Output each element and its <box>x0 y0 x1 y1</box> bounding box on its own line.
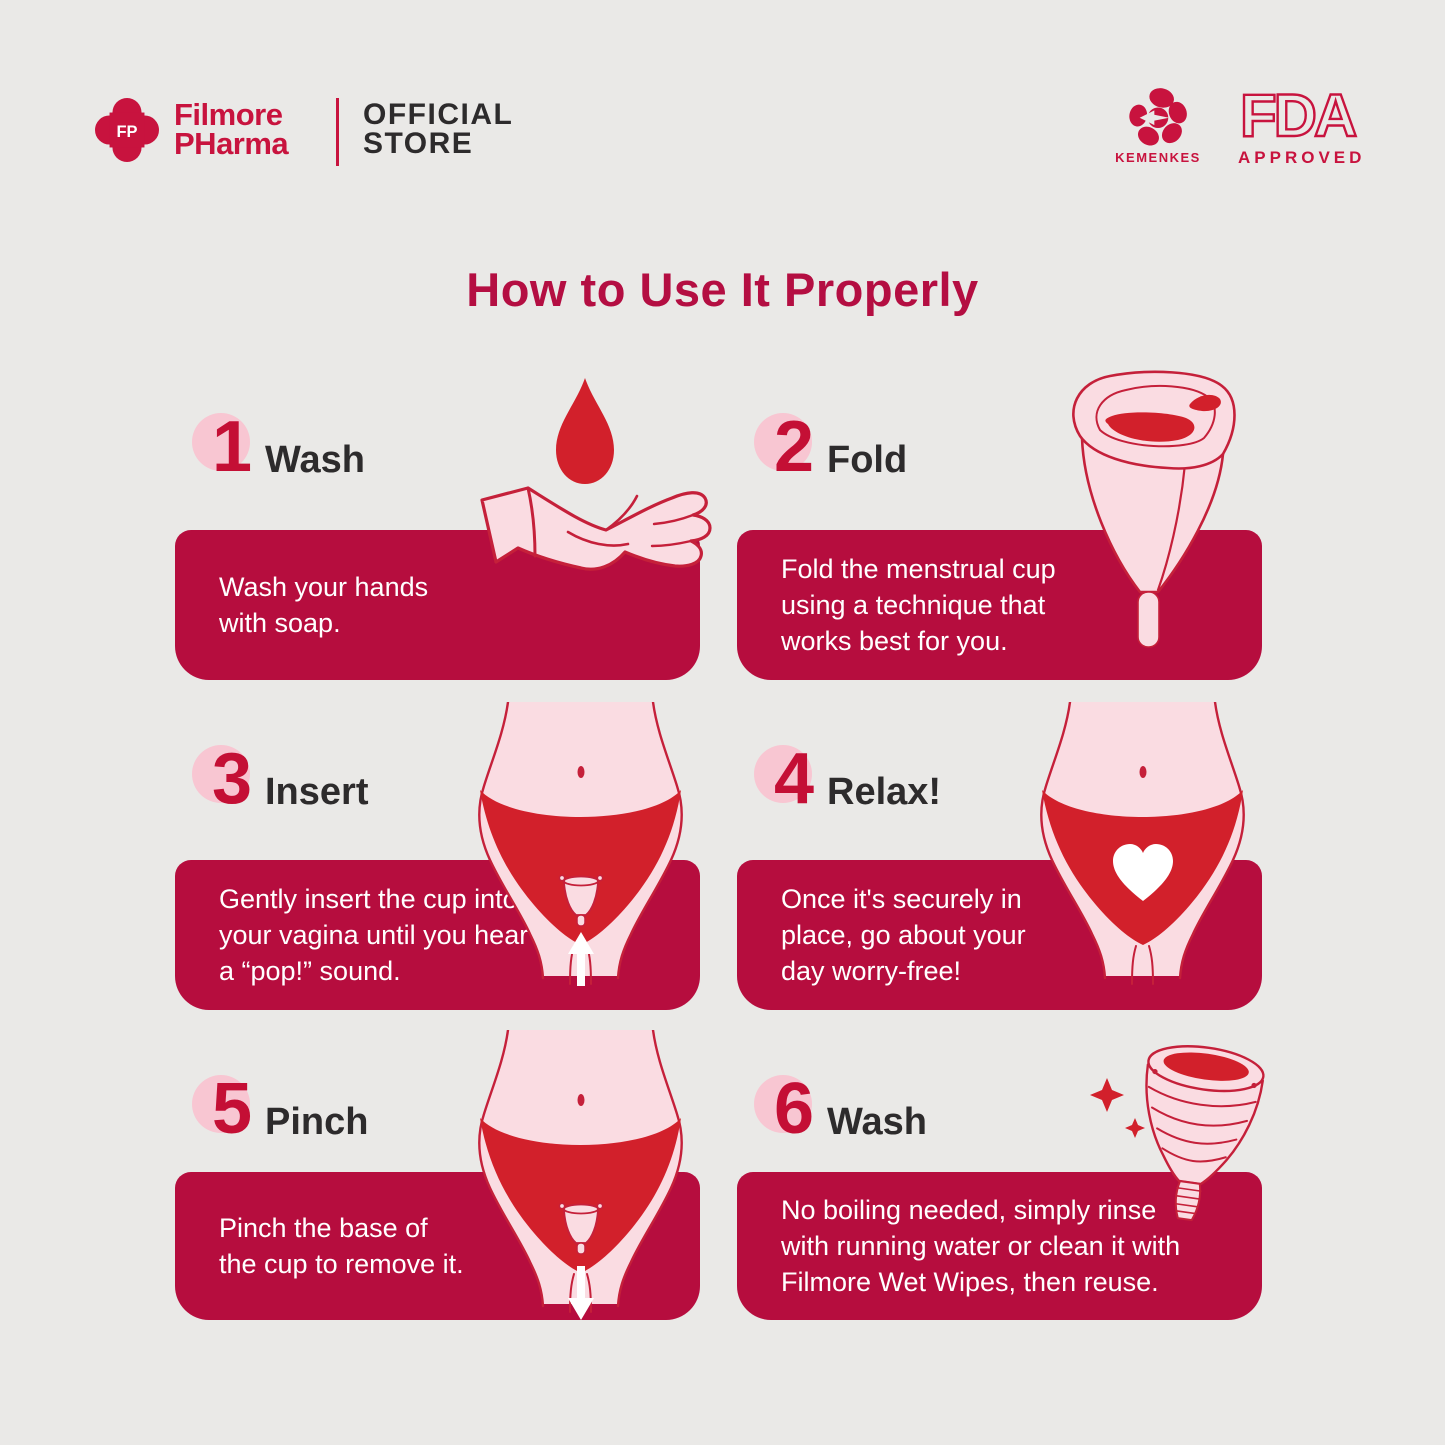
fda-icon: FDA <box>1239 84 1360 148</box>
step-number: 1 <box>212 407 253 487</box>
step-number-badge <box>754 1075 812 1133</box>
fda-approved-label: APPROVED <box>1238 148 1366 167</box>
fda-acronym: FDA <box>1240 84 1356 148</box>
fda-approved-block: FDA APPROVED <box>1238 84 1378 168</box>
step-card: No boiling needed, simply rinse with run… <box>737 1172 1262 1320</box>
step-description: No boiling needed, simply rinse with run… <box>781 1195 1181 1297</box>
kemenkes-icon <box>1129 88 1187 146</box>
step-label: Pinch <box>265 1101 369 1143</box>
underwear <box>480 790 681 945</box>
step-number-badge <box>192 413 250 471</box>
step-description: Pinch the base of the cup to remove it. <box>219 1213 464 1279</box>
underwear <box>480 1118 681 1273</box>
step-description: Fold the menstrual cup using a technique… <box>781 554 1056 656</box>
kemenkes-logo-block: KEMENKES <box>1113 84 1203 165</box>
step-number-badge <box>192 1075 250 1133</box>
collapsible-cup-illustration <box>1090 1045 1265 1222</box>
menstrual-cup-small <box>558 874 604 927</box>
step-number: 5 <box>212 1069 253 1149</box>
step-number: 6 <box>774 1069 815 1149</box>
store-line2: STORE <box>363 127 474 160</box>
step-number-badge <box>754 745 812 803</box>
step-number: 4 <box>774 739 815 819</box>
step-label: Fold <box>827 439 908 481</box>
navel <box>577 766 585 778</box>
header-divider <box>336 98 339 166</box>
navel <box>577 1094 585 1106</box>
arrow-down-icon <box>568 1266 594 1320</box>
navel <box>1139 766 1147 778</box>
page-title: How to Use It Properly <box>466 263 979 316</box>
step-label: Relax! <box>827 771 942 813</box>
step-label: Wash <box>265 439 365 481</box>
heart-icon <box>1113 844 1173 901</box>
torso-pinch-illustration <box>478 1030 683 1320</box>
hand-droplet-illustration <box>480 378 712 571</box>
step-label: Insert <box>265 771 369 813</box>
step-description: Wash your hands with soap. <box>219 572 429 638</box>
step-number: 3 <box>212 739 253 819</box>
step-number-badge <box>192 745 250 803</box>
menstrual-cup-small <box>558 1202 604 1255</box>
sparkle-icon <box>1125 1118 1145 1138</box>
logo-monogram: FP <box>116 123 137 141</box>
step-number: 2 <box>774 407 815 487</box>
official-store-label: OFFICIAL STORE <box>363 98 514 160</box>
step-description: Gently insert the cup into your vagina u… <box>219 884 529 986</box>
folded-cup-illustration <box>1072 370 1236 648</box>
step-number-badge <box>754 413 812 471</box>
step-description: Once it's securely in place, go about yo… <box>781 884 1026 986</box>
sparkle-icon <box>1090 1078 1124 1112</box>
store-line1: OFFICIAL <box>363 98 514 131</box>
filmore-pharma-cross-icon: FP <box>95 98 159 162</box>
arrow-up-icon <box>568 932 594 986</box>
brand-name: Filmore PHarma <box>174 97 289 161</box>
step-label: Wash <box>827 1101 927 1143</box>
brand-line2: PHarma <box>174 126 289 161</box>
torso-heart-illustration <box>1040 702 1245 985</box>
kemenkes-label: KEMENKES <box>1115 150 1201 165</box>
blood-droplet-icon <box>556 378 614 484</box>
brand-line1: Filmore <box>174 97 283 132</box>
torso-insert-illustration <box>478 702 683 986</box>
